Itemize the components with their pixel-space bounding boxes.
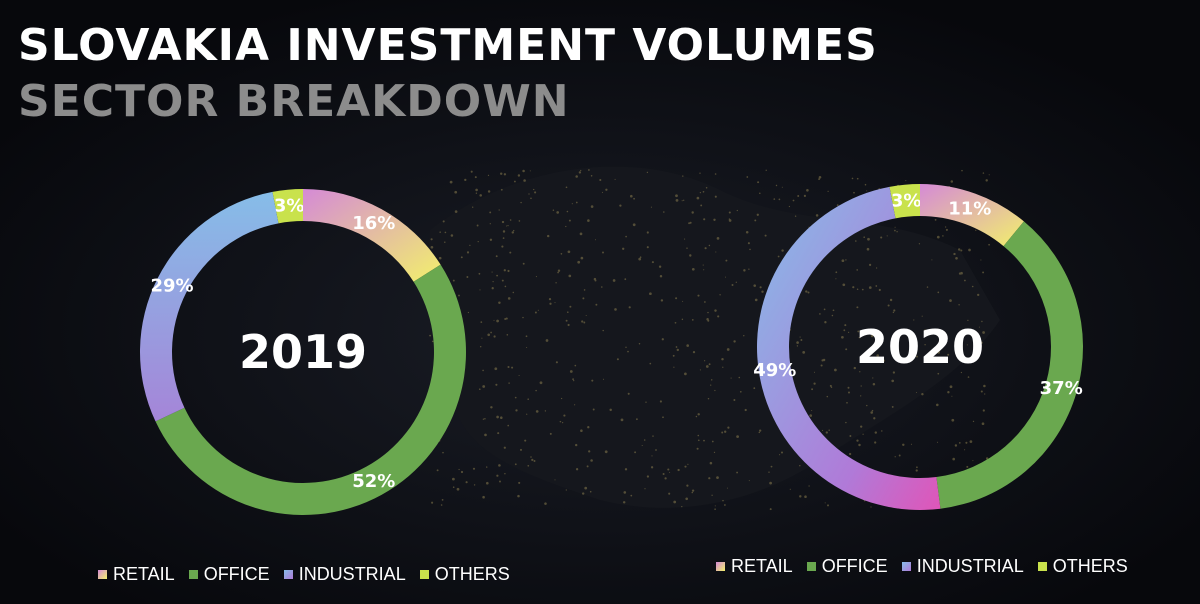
slice-label-retail-2019: 16% <box>352 213 395 234</box>
legend-swatch-retail <box>716 562 725 571</box>
slice-industrial-2020 <box>757 186 941 510</box>
legend-item-retail-2020: RETAIL <box>716 556 793 577</box>
legend-label: INDUSTRIAL <box>916 556 1024 576</box>
legend-2020: RETAIL OFFICE INDUSTRIAL OTHERS <box>716 556 1142 577</box>
legend-item-retail-2019: RETAIL <box>98 564 175 585</box>
page-subtitle: SECTOR BREAKDOWN <box>18 76 570 127</box>
year-label-2019: 2019 <box>239 325 367 379</box>
slice-label-industrial-2019: 29% <box>150 275 193 296</box>
slice-others-2019 <box>272 189 303 224</box>
slice-label-office-2019: 52% <box>352 471 395 492</box>
legend-item-office-2020: OFFICE <box>806 556 888 577</box>
legend-label: RETAIL <box>731 556 793 576</box>
page-title: SLOVAKIA INVESTMENT VOLUMES <box>18 20 878 71</box>
donut-2019: 3% 16% 52% 29% 2019 <box>139 189 466 515</box>
legend-label: OTHERS <box>1052 556 1128 576</box>
legend-item-industrial-2019: INDUSTRIAL <box>283 564 406 585</box>
slice-label-others-2019: 3% <box>274 196 305 217</box>
legend-swatch-industrial <box>901 562 911 571</box>
legend-item-others-2019: OTHERS <box>419 564 510 585</box>
legend-swatch-retail <box>98 570 107 579</box>
legend-item-others-2020: OTHERS <box>1037 556 1128 577</box>
slice-office-2019 <box>155 264 466 515</box>
slice-retail-2019 <box>303 189 441 282</box>
legend-2019: RETAIL OFFICE INDUSTRIAL OTHERS <box>98 564 524 585</box>
legend-item-industrial-2020: INDUSTRIAL <box>901 556 1024 577</box>
legend-swatch-others <box>419 570 429 579</box>
slice-label-others-2020: 3% <box>891 191 922 212</box>
slice-label-industrial-2020: 49% <box>753 360 796 381</box>
slice-retail-2020 <box>920 184 1024 247</box>
legend-swatch-office <box>806 562 816 571</box>
donut-2020: 3% 11% 37% 49% 2020 <box>753 184 1083 510</box>
legend-swatch-industrial <box>283 570 293 579</box>
slice-others-2020 <box>889 184 920 219</box>
legend-label: OFFICE <box>203 564 270 584</box>
slice-label-office-2020: 37% <box>1040 378 1083 399</box>
legend-item-office-2019: OFFICE <box>188 564 270 585</box>
slice-office-2020 <box>936 221 1083 509</box>
legend-label: RETAIL <box>113 564 175 584</box>
legend-label: OTHERS <box>434 564 510 584</box>
legend-label: INDUSTRIAL <box>298 564 406 584</box>
slice-label-retail-2020: 11% <box>948 199 991 220</box>
legend-label: OFFICE <box>821 556 888 576</box>
slice-industrial-2019 <box>139 191 279 422</box>
legend-swatch-others <box>1037 562 1047 571</box>
legend-swatch-office <box>188 570 198 579</box>
year-label-2020: 2020 <box>856 320 984 374</box>
